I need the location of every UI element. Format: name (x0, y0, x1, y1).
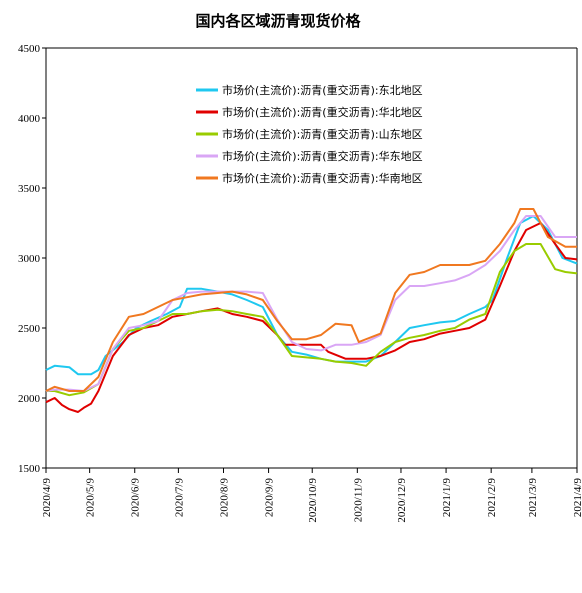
chart-title: 国内各区域沥青现货价格 (195, 12, 361, 30)
series-line-2 (45, 222, 578, 413)
legend: 市场价(主流价):沥青(重交沥青):东北地区市场价(主流价):沥青(重交沥青):… (196, 83, 423, 185)
x-tick-label: 2020/5/9 (85, 478, 97, 518)
x-tick-label: 2020/11/9 (352, 478, 364, 523)
y-tick-label: 3000 (18, 253, 41, 265)
y-tick-label: 3500 (18, 183, 41, 195)
x-tick-label: 2021/3/9 (527, 478, 539, 518)
y-tick-label: 1500 (18, 463, 41, 475)
x-tick-label: 2020/7/9 (173, 478, 185, 518)
axes: 1500 2000 2500 3000 3500 4000 4500 2020/4/9 2020… (18, 43, 582, 523)
x-tick-label: 2020/8/9 (218, 478, 230, 518)
legend-label-1: 市场价(主流价):沥青(重交沥青):东北地区 (222, 83, 423, 97)
y-tick-label: 2500 (18, 323, 41, 335)
x-tick-label: 2020/10/9 (307, 478, 319, 523)
series-line-4 (45, 215, 577, 392)
x-tick-label: 2020/12/9 (396, 478, 408, 523)
y-tick-label: 4000 (18, 113, 41, 125)
series-line-3 (46, 243, 578, 397)
x-tick-label: 2021/2/9 (486, 478, 498, 518)
series-line-5 (45, 208, 577, 392)
x-tick-label: 2020/9/9 (264, 478, 276, 518)
y-tick-label: 4500 (18, 43, 41, 55)
x-tick-label: 2021/1/9 (441, 478, 453, 518)
x-tick-label: 2021/4/9 (572, 478, 582, 518)
legend-label-3: 市场价(主流价):沥青(重交沥青):山东地区 (222, 127, 423, 141)
y-tick-label: 2000 (18, 393, 41, 405)
legend-label-5: 市场价(主流价):沥青(重交沥青):华南地区 (222, 171, 423, 185)
x-tick-label: 2020/4/9 (41, 478, 53, 518)
legend-label-4: 市场价(主流价):沥青(重交沥青):华东地区 (222, 149, 423, 163)
legend-label-2: 市场价(主流价):沥青(重交沥青):华北地区 (222, 105, 423, 119)
series-layer (45, 208, 578, 413)
x-tick-label: 2020/6/9 (130, 478, 142, 518)
